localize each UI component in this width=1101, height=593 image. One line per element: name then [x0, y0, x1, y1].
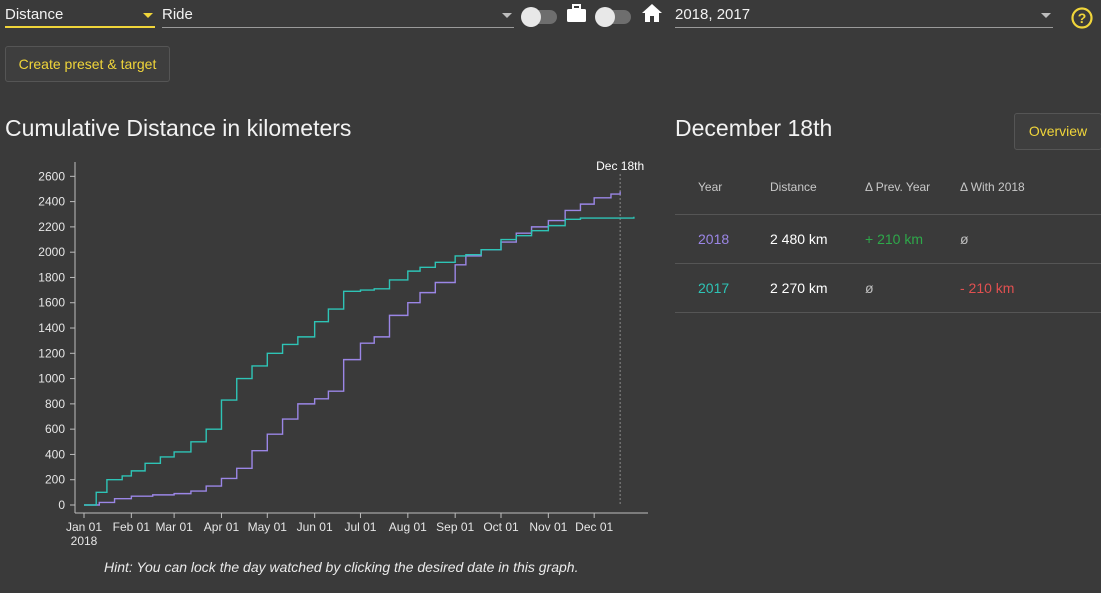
years-select[interactable]: 2018, 2017: [675, 2, 1053, 28]
header-year: Year: [675, 160, 770, 215]
chevron-down-icon: [1041, 13, 1051, 18]
y-tick-label: 2200: [38, 220, 65, 234]
activity-select-value: Ride: [162, 6, 193, 23]
home-toggle[interactable]: [595, 7, 631, 27]
y-tick-label: 200: [45, 473, 65, 487]
x-tick-label: May 01: [248, 520, 288, 534]
row-distance: 2 480 km: [770, 214, 865, 264]
table-row: 2017 2 270 km ø - 210 km: [675, 263, 1101, 313]
row-distance: 2 270 km: [770, 263, 865, 313]
create-preset-button[interactable]: Create preset & target: [5, 46, 170, 82]
row-with-delta: - 210 km: [960, 263, 1101, 313]
chevron-down-icon: [502, 13, 512, 18]
chart-title: Cumulative Distance in kilometers: [5, 115, 352, 141]
home-icon: [642, 4, 662, 22]
svg-text:?: ?: [1078, 10, 1087, 26]
x-tick-label: Sep 01: [436, 520, 474, 534]
chart-hint: Hint: You can lock the day watched by cl…: [104, 559, 579, 575]
header-prev-year: Δ Prev. Year: [865, 160, 960, 215]
x-tick-label: Jul 01: [344, 520, 376, 534]
series-line-2018: [84, 191, 621, 506]
y-tick-label: 600: [45, 422, 65, 436]
activity-select[interactable]: Ride: [162, 2, 514, 28]
y-tick-label: 2000: [38, 245, 65, 259]
x-tick-label: Dec 01: [575, 520, 613, 534]
help-icon[interactable]: ?: [1071, 7, 1093, 29]
toggle-knob: [521, 7, 541, 27]
years-select-value: 2018, 2017: [675, 6, 751, 23]
y-tick-label: 1000: [38, 372, 65, 386]
date-marker-label: Dec 18th: [596, 159, 644, 173]
x-tick-label: Nov 01: [529, 520, 567, 534]
x-tick-label: Jan 01: [66, 520, 102, 534]
y-tick-label: 1600: [38, 296, 65, 310]
chevron-down-icon: [143, 13, 153, 18]
toggle-knob: [595, 7, 615, 27]
series-line-2017: [84, 216, 635, 506]
y-tick-label: 2400: [38, 195, 65, 209]
x-tick-label: Feb 01: [113, 520, 151, 534]
y-tick-label: 1400: [38, 321, 65, 335]
y-tick-label: 0: [58, 498, 65, 512]
row-prev-delta: ø: [865, 263, 960, 313]
header-distance: Distance: [770, 160, 865, 215]
row-with-delta: ø: [960, 214, 1101, 264]
metric-select-value: Distance: [5, 6, 64, 23]
briefcase-icon: [567, 4, 586, 22]
x-year-label: 2018: [71, 534, 98, 548]
x-tick-label: Jun 01: [297, 520, 333, 534]
overview-button[interactable]: Overview: [1014, 113, 1101, 150]
y-tick-label: 800: [45, 397, 65, 411]
y-tick-label: 1200: [38, 346, 65, 360]
commute-toggle[interactable]: [521, 7, 557, 27]
x-tick-label: Aug 01: [389, 520, 427, 534]
row-year: 2018: [675, 214, 770, 264]
y-tick-label: 400: [45, 447, 65, 461]
table-row: 2018 2 480 km + 210 km ø: [675, 214, 1101, 264]
stats-header-row: Year Distance Δ Prev. Year Δ With 2018: [675, 160, 1101, 215]
y-tick-label: 1800: [38, 270, 65, 284]
row-year: 2017: [675, 263, 770, 313]
date-title: December 18th: [675, 115, 833, 141]
cumulative-distance-chart[interactable]: 0 200 400 600 800 1000 1200 1400 1600 1800 2000 220…: [0, 150, 660, 550]
stats-table: Year Distance Δ Prev. Year Δ With 2018 2…: [675, 160, 1101, 313]
x-tick-label: Apr 01: [204, 520, 240, 534]
header-with-2018: Δ With 2018: [960, 160, 1101, 215]
y-tick-label: 2600: [38, 169, 65, 183]
row-prev-delta: + 210 km: [865, 214, 960, 264]
x-tick-label: Mar 01: [155, 520, 193, 534]
x-tick-label: Oct 01: [483, 520, 519, 534]
metric-select[interactable]: Distance: [5, 2, 155, 28]
